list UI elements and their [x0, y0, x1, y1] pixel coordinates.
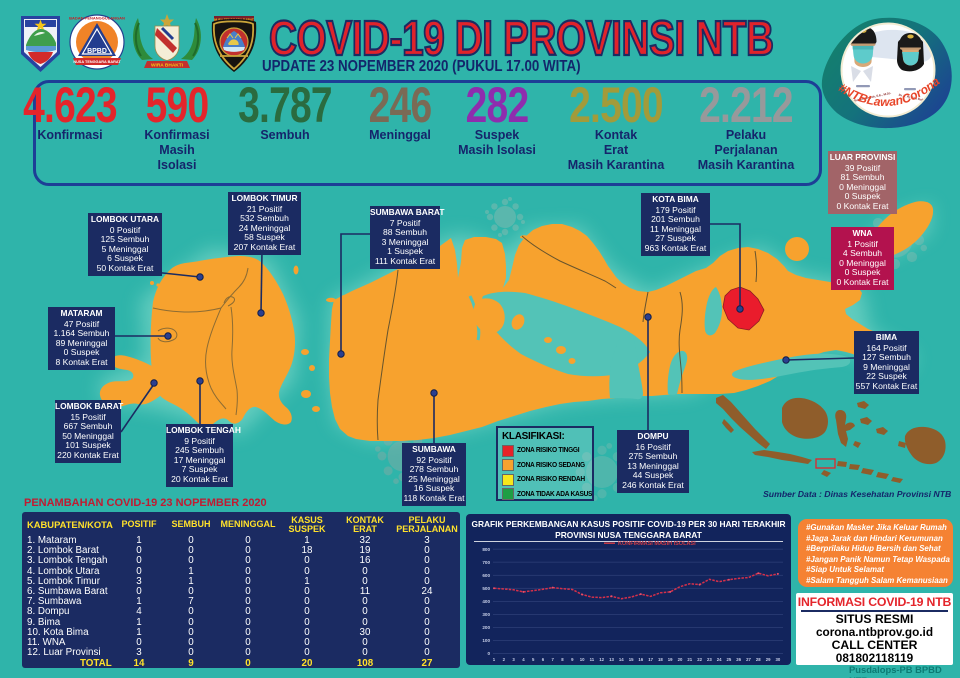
svg-text:6: 6 — [542, 657, 545, 662]
svg-text:18: 18 — [658, 657, 663, 662]
svg-text:BPBD: BPBD — [87, 48, 107, 55]
svg-text:16: 16 — [638, 657, 643, 662]
svg-text:300: 300 — [482, 612, 490, 617]
svg-text:21: 21 — [687, 657, 692, 662]
svg-text:15: 15 — [629, 657, 634, 662]
svg-text:30: 30 — [776, 657, 781, 662]
svg-text:5: 5 — [532, 657, 535, 662]
svg-text:28: 28 — [756, 657, 761, 662]
svg-text:2: 2 — [503, 657, 506, 662]
svg-text:400: 400 — [482, 599, 490, 604]
svg-text:0: 0 — [487, 651, 490, 656]
svg-text:9: 9 — [571, 657, 574, 662]
svg-text:25: 25 — [727, 657, 732, 662]
svg-text:14: 14 — [619, 657, 624, 662]
svg-text:19: 19 — [668, 657, 673, 662]
svg-text:26: 26 — [736, 657, 741, 662]
svg-text:BADAN PENANGGULANGAN: BADAN PENANGGULANGAN — [69, 15, 125, 20]
svg-text:4: 4 — [522, 657, 525, 662]
svg-text:22: 22 — [697, 657, 702, 662]
svg-text:17: 17 — [648, 657, 653, 662]
svg-text:KONFIRMASI MASIH ISOLASI: KONFIRMASI MASIH ISOLASI — [618, 541, 696, 547]
svg-text:1: 1 — [493, 657, 496, 662]
svg-text:800: 800 — [482, 547, 490, 552]
svg-text:100: 100 — [482, 638, 490, 643]
svg-text:500: 500 — [482, 586, 490, 591]
svg-text:24: 24 — [717, 657, 722, 662]
svg-text:WIRA BHAKTI: WIRA BHAKTI — [151, 62, 184, 68]
svg-text:600: 600 — [482, 573, 490, 578]
svg-text:27: 27 — [746, 657, 751, 662]
svg-text:11: 11 — [590, 657, 595, 662]
svg-text:NUSA TENGGARA BARAT: NUSA TENGGARA BARAT — [73, 60, 121, 64]
svg-text:7: 7 — [552, 657, 555, 662]
svg-text:700: 700 — [482, 560, 490, 565]
svg-text:23: 23 — [707, 657, 712, 662]
svg-text:20: 20 — [678, 657, 683, 662]
svg-text:12: 12 — [599, 657, 604, 662]
svg-text:13: 13 — [609, 657, 614, 662]
svg-text:10: 10 — [580, 657, 585, 662]
svg-text:29: 29 — [766, 657, 771, 662]
svg-text:3: 3 — [512, 657, 515, 662]
svg-text:8: 8 — [561, 657, 564, 662]
svg-text:200: 200 — [482, 625, 490, 630]
